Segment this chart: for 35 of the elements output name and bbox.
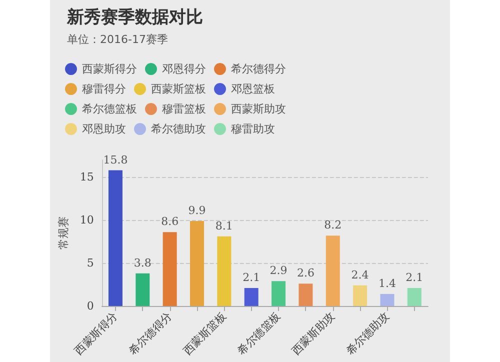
x-tick-label: 希尔德助攻 (344, 309, 392, 358)
data-label: 15.8 (103, 153, 128, 166)
legend-label: 邓恩篮板 (231, 82, 275, 96)
legend-label: 邓恩得分 (162, 62, 206, 76)
legend-label: 西蒙斯得分 (82, 62, 137, 76)
y-tick-label: 5 (86, 256, 94, 270)
data-label: 9.9 (188, 204, 206, 217)
data-label: 2.1 (406, 270, 424, 284)
data-label: 3.8 (134, 256, 152, 270)
y-tick-label: 15 (80, 170, 94, 184)
x-tick-label: 希尔德篮板 (235, 309, 284, 358)
x-tick-label: 西蒙斯助攻 (289, 309, 338, 358)
y-axis-title: 常规赛 (57, 216, 70, 250)
legend-label: 穆雷得分 (82, 82, 126, 96)
legend-label: 穆雷篮板 (162, 102, 206, 116)
chart-subtitle: 单位：2016-17赛季 (67, 33, 168, 46)
data-label: 2.6 (296, 266, 314, 280)
data-label: 2.1 (242, 270, 260, 284)
data-label: 2.9 (270, 264, 288, 278)
y-tick-label: 10 (80, 214, 94, 227)
legend-label: 希尔德得分 (231, 62, 286, 76)
data-label: 2.4 (351, 268, 369, 282)
x-tick-label: 希尔德得分 (126, 309, 174, 358)
legend-label: 西蒙斯篮板 (151, 82, 206, 96)
legend-label: 邓恩助攻 (82, 122, 126, 136)
legend-label: 希尔德篮板 (82, 102, 137, 116)
legend-label: 穆雷助攻 (231, 122, 275, 136)
data-label: 8.1 (215, 219, 233, 232)
x-tick-label: 西蒙斯篮板 (180, 309, 229, 358)
legend-label: 西蒙斯助攻 (231, 102, 286, 116)
legend-label: 希尔德助攻 (151, 122, 206, 136)
chart-title: 新秀赛季数据对比 (66, 8, 203, 28)
data-label: 8.2 (324, 218, 342, 232)
data-label: 1.4 (378, 276, 396, 290)
data-label: 8.6 (161, 215, 179, 228)
